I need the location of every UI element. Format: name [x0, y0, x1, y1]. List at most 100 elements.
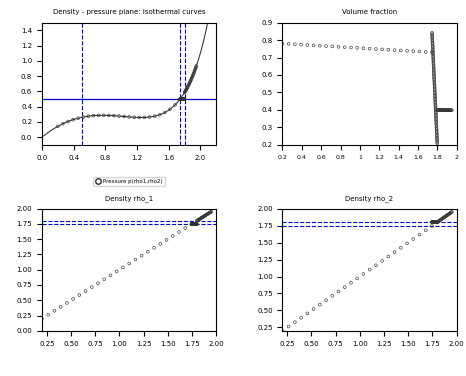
Point — [433, 219, 440, 225]
Point — [439, 216, 446, 222]
Point — [132, 256, 139, 262]
Point — [431, 219, 439, 225]
Point — [189, 72, 197, 78]
Point — [433, 219, 441, 225]
Point — [182, 87, 190, 93]
Point — [38, 315, 46, 321]
Point — [187, 77, 195, 83]
Point — [397, 245, 404, 251]
Point — [432, 219, 440, 225]
Point — [192, 221, 200, 227]
Point — [429, 37, 436, 43]
Point — [179, 96, 186, 102]
Point — [177, 96, 184, 102]
Point — [192, 221, 199, 227]
Point — [189, 221, 197, 227]
Point — [428, 30, 436, 36]
Point — [429, 219, 437, 225]
Point — [125, 261, 133, 267]
Point — [190, 221, 198, 227]
Point — [439, 107, 447, 113]
Point — [422, 227, 430, 233]
Point — [191, 221, 199, 227]
Point — [171, 102, 179, 108]
Point — [178, 96, 186, 102]
Point — [431, 219, 439, 225]
Point — [430, 219, 438, 225]
Point — [440, 107, 448, 113]
Title: Volume fraction: Volume fraction — [342, 9, 397, 15]
Point — [447, 209, 455, 215]
Point — [188, 221, 196, 227]
Point — [107, 272, 114, 278]
Point — [191, 221, 199, 227]
Point — [186, 80, 193, 86]
Point — [180, 96, 188, 102]
Point — [431, 77, 438, 83]
Point — [433, 126, 440, 132]
Point — [193, 221, 200, 227]
Point — [189, 221, 197, 227]
Point — [189, 221, 196, 227]
Point — [433, 219, 440, 225]
Point — [94, 280, 102, 286]
Point — [432, 103, 439, 109]
Point — [163, 237, 170, 243]
Point — [341, 284, 349, 290]
Point — [430, 219, 437, 225]
Point — [430, 219, 437, 225]
Point — [372, 262, 380, 268]
Point — [179, 96, 186, 102]
Point — [193, 218, 200, 224]
Point — [431, 219, 438, 225]
Point — [187, 78, 194, 84]
Legend: Pressure p(rho1,rho2): Pressure p(rho1,rho2) — [93, 177, 164, 186]
Point — [57, 304, 64, 310]
Point — [75, 292, 83, 298]
Point — [429, 219, 436, 225]
Point — [431, 219, 439, 225]
Point — [190, 221, 197, 227]
Point — [95, 112, 103, 118]
Point — [188, 221, 195, 227]
Point — [195, 217, 202, 223]
Point — [197, 215, 205, 221]
Point — [429, 50, 437, 56]
Point — [180, 96, 188, 102]
Point — [192, 64, 199, 70]
Point — [193, 221, 200, 227]
Point — [429, 219, 437, 225]
Point — [206, 209, 214, 215]
Point — [191, 221, 199, 227]
Point — [431, 219, 438, 225]
Point — [347, 280, 355, 286]
Point — [433, 127, 440, 133]
Point — [191, 221, 198, 227]
Point — [316, 302, 323, 308]
Point — [188, 221, 195, 227]
Point — [322, 297, 330, 303]
Point — [205, 211, 212, 217]
Point — [432, 219, 440, 225]
Point — [297, 315, 305, 321]
Point — [178, 96, 185, 102]
Point — [445, 107, 452, 113]
Point — [432, 117, 440, 123]
Point — [366, 267, 373, 273]
Point — [189, 73, 196, 79]
Point — [436, 107, 444, 113]
Point — [431, 79, 438, 85]
Point — [125, 114, 133, 120]
Point — [180, 96, 188, 102]
Point — [431, 219, 439, 225]
Point — [180, 96, 187, 102]
Point — [193, 221, 200, 227]
Point — [430, 219, 438, 225]
Point — [436, 217, 444, 223]
Point — [430, 219, 438, 225]
Point — [445, 107, 453, 113]
Point — [429, 40, 436, 46]
Point — [429, 45, 437, 52]
Point — [432, 94, 439, 100]
Point — [179, 96, 187, 102]
